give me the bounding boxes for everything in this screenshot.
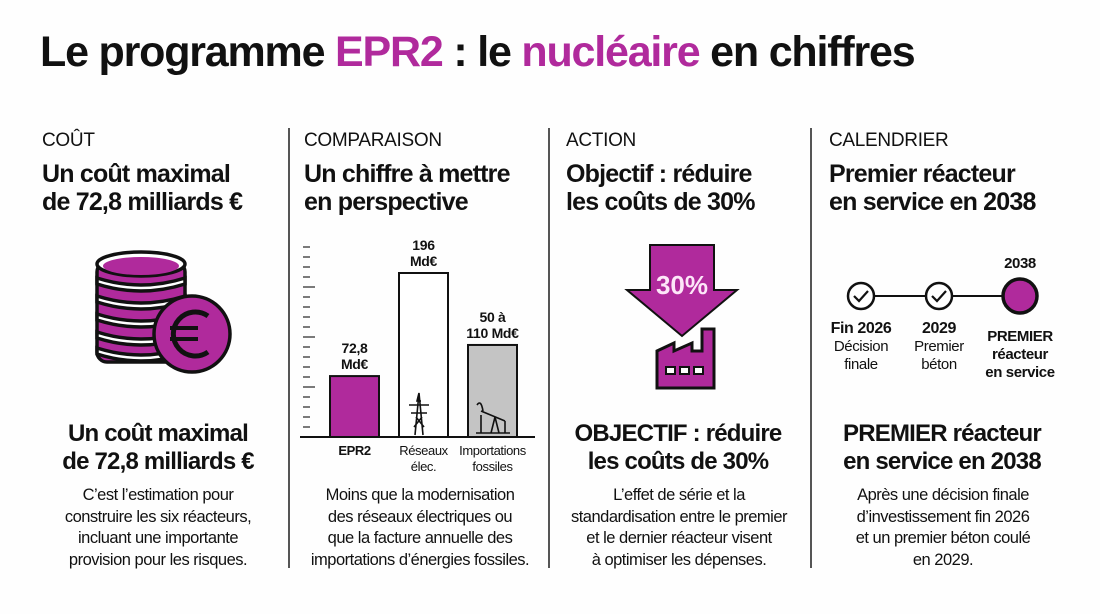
x-tick-label: Réseaux élec. xyxy=(399,443,448,474)
heading-cout: Un coût maximal de 72,8 milliards € xyxy=(42,160,243,216)
down-arrow-icon xyxy=(624,244,740,390)
power-pylon-icon xyxy=(409,392,429,436)
euro-coins-stack-icon xyxy=(95,250,232,374)
category-action: ACTION xyxy=(566,130,636,151)
heading-comparaison: Un chiffre à mettre en perspective xyxy=(304,160,510,216)
data-label: 50 à 110 Md€ xyxy=(466,308,519,341)
timeline-step-3: PREMIER réacteur en service xyxy=(985,328,1055,381)
column-divider xyxy=(288,128,290,568)
body-cout: C’est l’estimation pour construire les si… xyxy=(64,486,252,569)
data-label: 196 Md€ xyxy=(409,237,438,269)
x-tick-label: Importations fossiles xyxy=(459,443,526,474)
subheading-action: OBJECTIF : réduire les coûts de 30% xyxy=(574,420,783,475)
timeline-step-1: Fin 2026 Décision finale xyxy=(830,320,892,373)
arrow-percentage-label: 30% xyxy=(655,270,709,300)
body-calendrier: Après une décision finale d’investissemen… xyxy=(855,486,1031,569)
x-tick-label: EPR2 xyxy=(338,443,371,458)
timeline xyxy=(846,277,1039,315)
factory-icon xyxy=(655,327,716,390)
category-cout: COÛT xyxy=(42,130,95,151)
column-divider xyxy=(548,128,550,568)
oil-pump-icon xyxy=(476,402,510,434)
subheading-calendrier: PREMIER réacteur en service en 2038 xyxy=(843,420,1042,475)
category-calendrier: CALENDRIER xyxy=(829,130,949,151)
body-comparaison: Moins que la modernisation des réseaux él… xyxy=(310,486,530,569)
subheading-cout: Un coût maximal de 72,8 milliards € xyxy=(62,420,254,475)
heading-calendrier: Premier réacteur en service en 2038 xyxy=(829,160,1036,216)
target-milestone-dot xyxy=(1001,277,1039,315)
bar-2 xyxy=(467,343,518,438)
data-label: 72,8 Md€ xyxy=(340,340,369,373)
heading-action: Objectif : réduire les coûts de 30% xyxy=(566,160,755,216)
category-comparaison: COMPARAISON xyxy=(304,130,442,151)
timeline-year-2038: 2038 xyxy=(1004,255,1036,272)
comparison-bar-chart xyxy=(300,246,535,438)
timeline-step-2: 2029 Premier béton xyxy=(914,320,964,373)
check-circle-icon xyxy=(924,281,954,311)
page-title: Le programme EPR2 : le nucléaire en chif… xyxy=(40,28,916,76)
check-circle-icon xyxy=(846,281,876,311)
column-divider xyxy=(810,128,812,568)
bar-0 xyxy=(329,375,380,438)
body-action: L’effet de série et la standardisation en… xyxy=(570,486,788,569)
bar-1 xyxy=(398,272,449,438)
